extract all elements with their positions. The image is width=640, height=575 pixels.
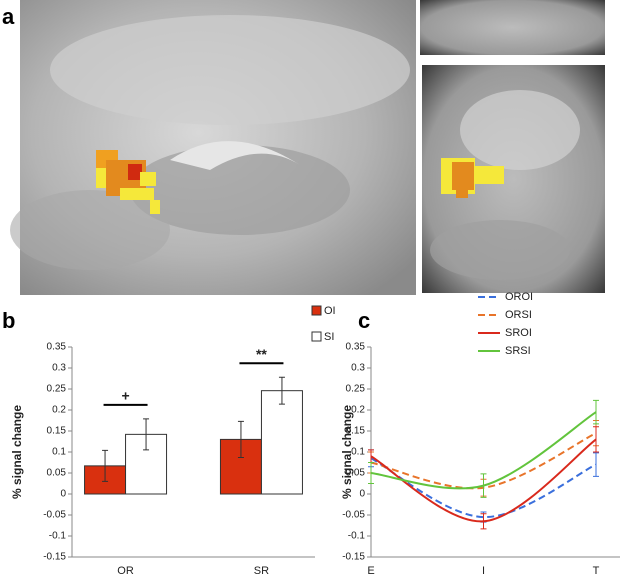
y-tick-label: 0.35 xyxy=(47,342,67,353)
line xyxy=(370,438,597,523)
y-tick-label: 0 xyxy=(60,489,66,500)
significance-label: ** xyxy=(256,346,267,362)
y-tick-label: 0.3 xyxy=(52,363,66,374)
y-tick-label: 0.1 xyxy=(351,447,365,458)
brain-images xyxy=(10,0,605,295)
y-tick-label: -0.1 xyxy=(348,531,366,542)
legend-label: SRSI xyxy=(505,345,531,357)
y-tick-label: 0.3 xyxy=(351,363,365,374)
error-bar xyxy=(237,420,244,458)
error-bar xyxy=(143,418,150,451)
panel-label: b xyxy=(2,308,15,333)
panel-label: c xyxy=(358,308,370,333)
legend-label: ORSI xyxy=(505,309,532,321)
y-tick-label: -0.1 xyxy=(49,531,67,542)
y-tick-label: 0.25 xyxy=(47,384,67,395)
legend-label: OROI xyxy=(505,291,533,303)
y-tick-label: -0.15 xyxy=(342,552,365,563)
y-tick-label: -0.05 xyxy=(342,510,365,521)
y-tick-label: 0.05 xyxy=(346,468,366,479)
x-tick-label: I xyxy=(482,565,485,575)
activation-left xyxy=(96,150,160,214)
legend-swatch xyxy=(311,331,322,342)
y-tick-label: 0.1 xyxy=(52,447,66,458)
legend-label: SI xyxy=(324,331,334,343)
legend-label: SROI xyxy=(505,327,532,339)
line xyxy=(370,457,597,519)
y-tick-label: -0.05 xyxy=(43,510,66,521)
y-axis-title: % signal change xyxy=(340,405,354,499)
y-tick-label: 0.15 xyxy=(346,426,366,437)
error-bar xyxy=(593,452,599,477)
legend-label: OI xyxy=(324,305,336,317)
significance-label: + xyxy=(121,388,129,404)
error-bar xyxy=(278,376,285,405)
y-axis-title: % signal change xyxy=(10,405,24,499)
x-tick-label: OR xyxy=(117,565,134,575)
bar xyxy=(260,390,303,495)
y-tick-label: 0.35 xyxy=(346,342,366,353)
panel-label: a xyxy=(2,4,15,29)
x-tick-label: T xyxy=(593,565,600,575)
y-tick-label: 0.05 xyxy=(47,468,67,479)
y-tick-label: 0.2 xyxy=(351,405,365,416)
y-tick-label: -0.15 xyxy=(43,552,66,563)
x-tick-label: SR xyxy=(254,565,269,575)
y-tick-label: 0.25 xyxy=(346,384,366,395)
y-tick-label: 0.2 xyxy=(52,405,66,416)
x-tick-label: E xyxy=(367,565,374,575)
legend-swatch xyxy=(311,305,322,316)
y-tick-label: 0.15 xyxy=(47,426,67,437)
activation-right xyxy=(441,158,504,198)
y-tick-label: 0 xyxy=(359,489,365,500)
error-bar xyxy=(102,449,109,482)
line xyxy=(370,411,597,490)
